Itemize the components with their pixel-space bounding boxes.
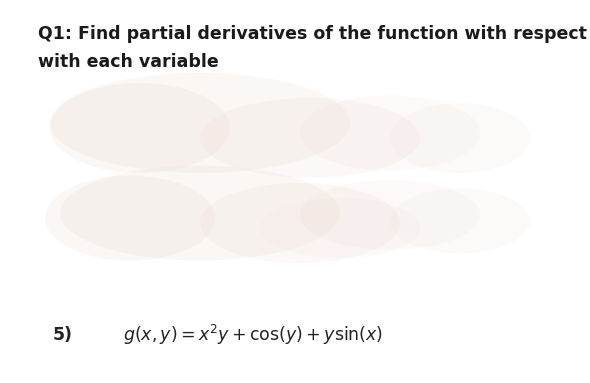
Ellipse shape	[300, 95, 480, 170]
Ellipse shape	[390, 103, 530, 173]
Ellipse shape	[50, 83, 230, 173]
Text: $g(x, y) = x^2y + \cos(y) + y\sin(x)$: $g(x, y) = x^2y + \cos(y) + y\sin(x)$	[123, 323, 384, 347]
Ellipse shape	[50, 73, 350, 173]
Text: Q1: Find partial derivatives of the function with respect: Q1: Find partial derivatives of the func…	[38, 25, 587, 43]
Ellipse shape	[200, 183, 400, 263]
Ellipse shape	[200, 98, 420, 178]
Text: 5): 5)	[53, 326, 73, 344]
Text: with each variable: with each variable	[38, 53, 219, 71]
Ellipse shape	[45, 175, 215, 260]
Ellipse shape	[390, 188, 530, 254]
Ellipse shape	[300, 180, 480, 250]
Ellipse shape	[260, 198, 420, 258]
Ellipse shape	[60, 165, 340, 260]
